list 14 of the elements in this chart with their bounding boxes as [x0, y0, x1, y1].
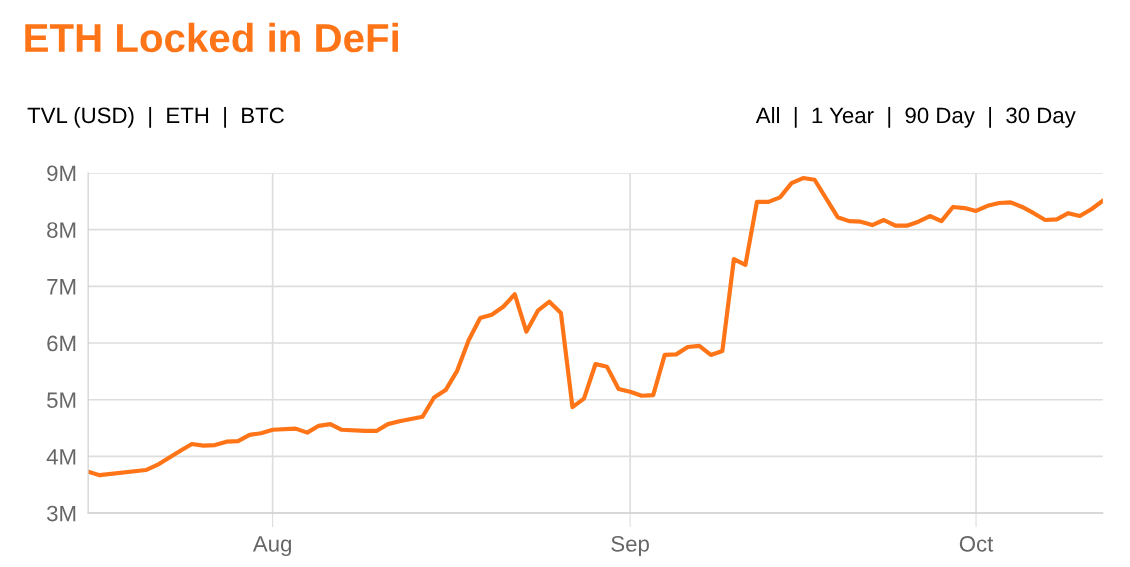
text: TVL (USD) | ETH | BTC [27, 106, 284, 128]
x-tick-label: Sep [611, 535, 649, 557]
y-tick-label: 7M [47, 279, 76, 295]
y-tick-label: 3M [47, 505, 76, 522]
chart-title: ETH Locked in DeFi [25, 22, 398, 53]
y-tick-label: 4M [46, 449, 76, 465]
line-series [88, 175, 1103, 478]
y-tick-label: 6M [47, 335, 76, 352]
x-tick-label: Aug [252, 536, 291, 557]
text: All | 1 Year | 90 Day | 30 Day [755, 106, 1076, 128]
x-tick-label: Oct [959, 535, 994, 552]
y-tick-label: 5M [47, 392, 76, 409]
y-tick-label: 8M [47, 222, 76, 238]
y-tick-label: 9M [47, 165, 76, 182]
